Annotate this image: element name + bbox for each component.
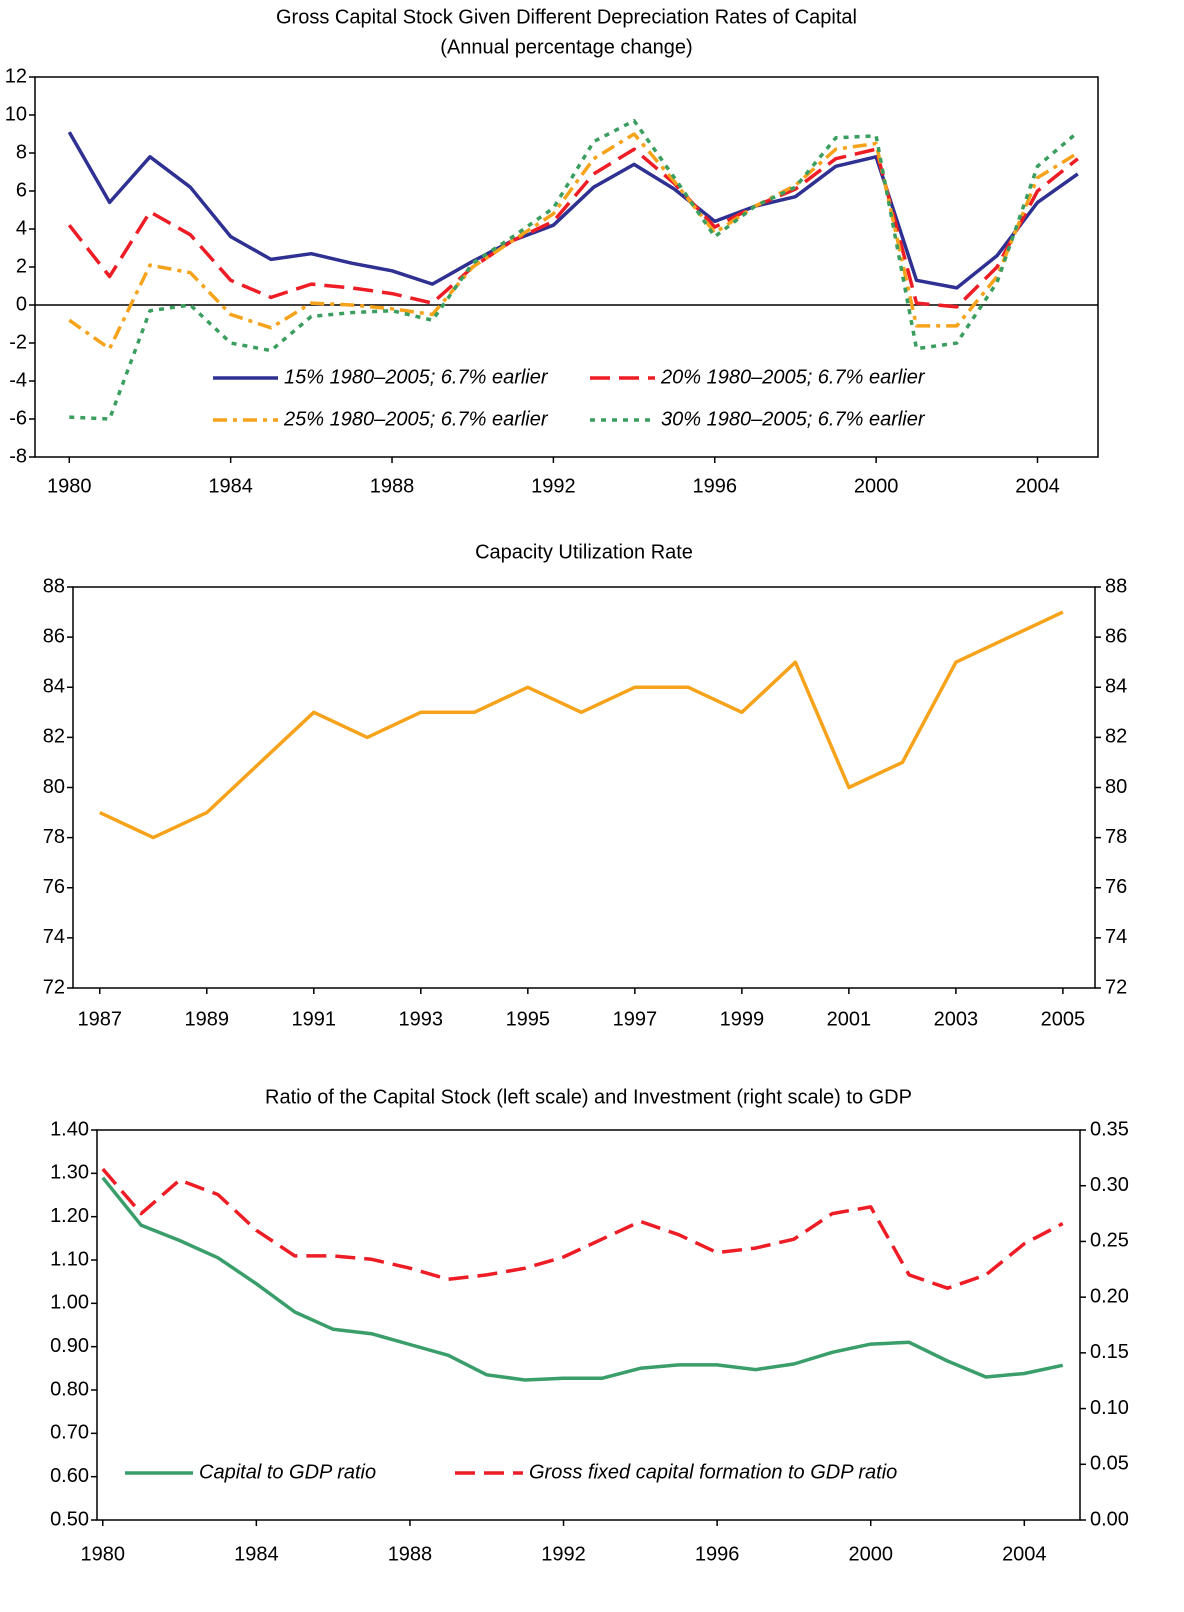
x-tick-label: 1997 (613, 1008, 658, 1030)
y-tick-label: 0.90 (50, 1335, 89, 1357)
plot-frame (96, 1129, 1081, 1521)
y-tick-label: 6 (16, 179, 27, 201)
y2-tick-label: 80 (1105, 776, 1127, 798)
y-tick-label: 0 (16, 293, 27, 315)
series-line (67, 147, 1079, 309)
y2-tick-label: 0.30 (1090, 1174, 1129, 1196)
y2-tick-label: 86 (1105, 625, 1127, 647)
y2-tick-label: 84 (1105, 676, 1127, 698)
x-tick-label: 1999 (720, 1008, 765, 1030)
y2-tick-label: 78 (1105, 826, 1127, 848)
y-tick-label: 78 (43, 826, 65, 848)
x-tick-label: 2001 (827, 1008, 872, 1030)
y2-tick-label: 0.20 (1090, 1285, 1129, 1307)
x-tick-label: 1984 (208, 475, 253, 497)
x-tick-label: 1980 (81, 1543, 126, 1565)
legend-label: 20% 1980–2005; 6.7% earlier (660, 366, 926, 388)
y-tick-label: -4 (9, 369, 27, 391)
chart-title: Ratio of the Capital Stock (left scale) … (265, 1086, 912, 1108)
y-tick-label: 1.20 (50, 1205, 89, 1227)
y-tick-label: 0.70 (50, 1422, 89, 1444)
x-tick-label: 1993 (399, 1008, 444, 1030)
x-tick-label: 1987 (78, 1008, 123, 1030)
x-tick-label: 1989 (185, 1008, 230, 1030)
y2-tick-label: 76 (1105, 876, 1127, 898)
legend-label: 15% 1980–2005; 6.7% earlier (284, 366, 549, 388)
y-tick-label: 0.80 (50, 1378, 89, 1400)
series-line (101, 1176, 1064, 1382)
legend-label: Gross fixed capital formation to GDP rat… (529, 1461, 897, 1483)
y-tick-label: 80 (43, 776, 65, 798)
y-tick-label: 12 (5, 65, 27, 87)
x-tick-label: 1995 (506, 1008, 551, 1030)
y2-tick-label: 72 (1105, 976, 1127, 998)
x-tick-label: 2005 (1041, 1008, 1086, 1030)
y-tick-label: 84 (43, 676, 65, 698)
x-tick-label: 1992 (531, 475, 576, 497)
y2-tick-label: 88 (1105, 575, 1127, 597)
y2-tick-label: 82 (1105, 726, 1127, 748)
y-tick-label: 0.60 (50, 1465, 89, 1487)
y2-tick-label: 74 (1105, 926, 1127, 948)
y2-tick-label: 0.25 (1090, 1230, 1129, 1252)
x-tick-label: 1991 (292, 1008, 337, 1030)
series-line (68, 132, 1079, 351)
chart-subtitle: (Annual percentage change) (440, 36, 692, 58)
chart-title: Gross Capital Stock Given Different Depr… (276, 6, 857, 28)
x-tick-label: 1988 (370, 475, 415, 497)
y2-tick-label: 0.15 (1090, 1341, 1129, 1363)
y-tick-label: 0.50 (50, 1508, 89, 1530)
x-tick-label: 1984 (234, 1543, 279, 1565)
x-tick-label: 1992 (541, 1543, 586, 1565)
x-tick-label: 2004 (1002, 1543, 1047, 1565)
y-tick-label: 1.10 (50, 1248, 89, 1270)
y-tick-label: 86 (43, 625, 65, 647)
y2-tick-label: 0.05 (1090, 1453, 1129, 1475)
x-tick-label: 1996 (693, 475, 738, 497)
y-tick-label: 72 (43, 976, 65, 998)
legend-label: Capital to GDP ratio (199, 1461, 376, 1483)
y2-tick-label: 0.00 (1090, 1508, 1129, 1530)
y-tick-label: 1.00 (50, 1292, 89, 1314)
x-tick-label: 2000 (854, 475, 899, 497)
y-tick-label: 2 (16, 255, 27, 277)
y-tick-label: 88 (43, 575, 65, 597)
x-tick-label: 1988 (388, 1543, 433, 1565)
x-tick-label: 1980 (47, 475, 92, 497)
legend-label: 25% 1980–2005; 6.7% earlier (283, 408, 549, 430)
series-line (67, 131, 1079, 290)
y-tick-label: 74 (43, 926, 65, 948)
y-tick-label: 4 (16, 217, 27, 239)
series-line (99, 610, 1064, 840)
y-tick-label: 8 (16, 141, 27, 163)
legend-label: 30% 1980–2005; 6.7% earlier (661, 408, 926, 430)
y-tick-label: 1.40 (50, 1118, 89, 1140)
y-tick-label: -8 (9, 445, 27, 467)
y-tick-label: 82 (43, 726, 65, 748)
y2-tick-label: 0.10 (1090, 1397, 1129, 1419)
series-line (101, 1167, 1064, 1290)
y-tick-label: -6 (9, 407, 27, 429)
x-tick-label: 2000 (848, 1543, 893, 1565)
chart-title: Capacity Utilization Rate (475, 541, 693, 563)
y-tick-label: -2 (9, 331, 27, 353)
series-line (69, 118, 1079, 421)
x-tick-label: 2003 (934, 1008, 979, 1030)
y2-tick-label: 0.35 (1090, 1118, 1129, 1140)
plot-frame (72, 586, 1096, 989)
y-tick-label: 76 (43, 876, 65, 898)
x-tick-label: 2004 (1015, 475, 1060, 497)
plot-frame (34, 76, 1099, 458)
y-tick-label: 10 (5, 103, 27, 125)
x-tick-label: 1996 (695, 1543, 740, 1565)
y-tick-label: 1.30 (50, 1162, 89, 1184)
